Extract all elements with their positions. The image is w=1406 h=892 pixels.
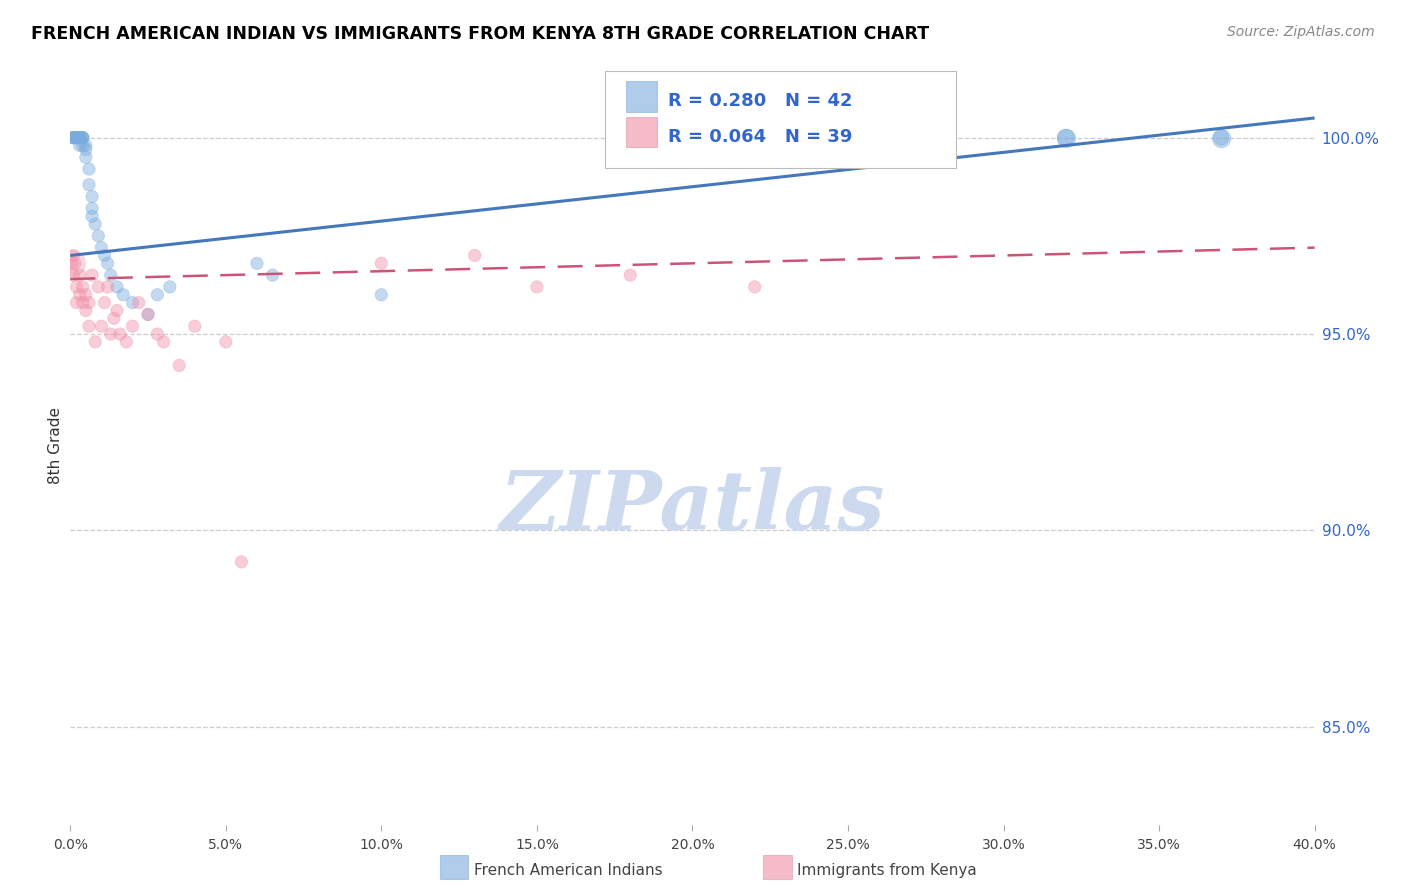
Point [526, 280, 548, 294]
Text: R = 0.064   N = 39: R = 0.064 N = 39 [668, 128, 852, 145]
Point [93, 295, 115, 310]
Point [62, 130, 84, 145]
Point [87, 280, 110, 294]
Y-axis label: 8th Grade: 8th Grade [48, 408, 63, 484]
Point [90, 319, 112, 334]
Point [65, 130, 87, 145]
Point [87, 228, 110, 243]
Point [77, 178, 100, 192]
Point [1054, 130, 1077, 145]
Point [136, 307, 159, 321]
Point [65, 280, 87, 294]
Point [80, 189, 103, 203]
Point [65, 295, 87, 310]
Text: Source: ZipAtlas.com: Source: ZipAtlas.com [1227, 25, 1375, 39]
Point [77, 162, 100, 177]
Point [105, 280, 128, 294]
Point [84, 217, 107, 231]
Point [69, 130, 91, 145]
Point [215, 334, 238, 349]
Point [90, 241, 112, 255]
Point [100, 326, 122, 341]
Point [60, 256, 83, 270]
Point [77, 319, 100, 334]
Point [75, 287, 97, 301]
Point [65, 130, 87, 145]
Point [62, 130, 84, 145]
Point [1211, 130, 1233, 145]
Point [152, 334, 174, 349]
Point [75, 138, 97, 153]
Point [146, 326, 169, 341]
Point [69, 130, 91, 145]
Text: R = 0.280   N = 42: R = 0.280 N = 42 [668, 92, 852, 110]
Point [80, 209, 103, 223]
Point [97, 280, 120, 294]
Point [60, 256, 83, 270]
Point [65, 130, 87, 145]
Point [108, 326, 131, 341]
Point [69, 268, 91, 282]
Point [77, 295, 100, 310]
Point [231, 555, 253, 569]
Point [67, 130, 90, 145]
Point [72, 130, 94, 145]
Point [121, 319, 143, 334]
Point [75, 142, 97, 156]
Point [84, 334, 107, 349]
Point [103, 311, 125, 326]
Point [75, 303, 97, 318]
Point [72, 130, 94, 145]
Point [80, 202, 103, 216]
Point [100, 268, 122, 282]
Text: Immigrants from Kenya: Immigrants from Kenya [797, 863, 977, 878]
Point [146, 287, 169, 301]
Point [136, 307, 159, 321]
Point [121, 295, 143, 310]
Point [72, 295, 94, 310]
Point [69, 138, 91, 153]
Point [744, 280, 766, 294]
Point [1211, 130, 1233, 145]
Point [60, 130, 83, 145]
Point [112, 287, 135, 301]
Text: FRENCH AMERICAN INDIAN VS IMMIGRANTS FROM KENYA 8TH GRADE CORRELATION CHART: FRENCH AMERICAN INDIAN VS IMMIGRANTS FRO… [31, 25, 929, 43]
Point [183, 319, 207, 334]
Point [246, 256, 269, 270]
Point [72, 138, 94, 153]
Point [69, 130, 91, 145]
Point [370, 256, 392, 270]
Point [128, 295, 150, 310]
Point [93, 248, 115, 262]
Point [69, 130, 91, 145]
Point [97, 256, 120, 270]
Point [63, 256, 86, 270]
Point [159, 280, 181, 294]
Point [115, 334, 138, 349]
Text: French American Indians: French American Indians [474, 863, 662, 878]
Point [69, 287, 91, 301]
Point [105, 303, 128, 318]
Point [370, 287, 392, 301]
Point [262, 268, 284, 282]
Point [72, 130, 94, 145]
Text: ZIPatlas: ZIPatlas [499, 467, 886, 547]
Point [75, 150, 97, 164]
Point [464, 248, 486, 262]
Point [63, 130, 86, 145]
Point [167, 359, 190, 373]
Point [62, 268, 84, 282]
Point [619, 268, 641, 282]
Point [1054, 130, 1077, 145]
Point [72, 280, 94, 294]
Point [80, 268, 103, 282]
Point [62, 248, 84, 262]
